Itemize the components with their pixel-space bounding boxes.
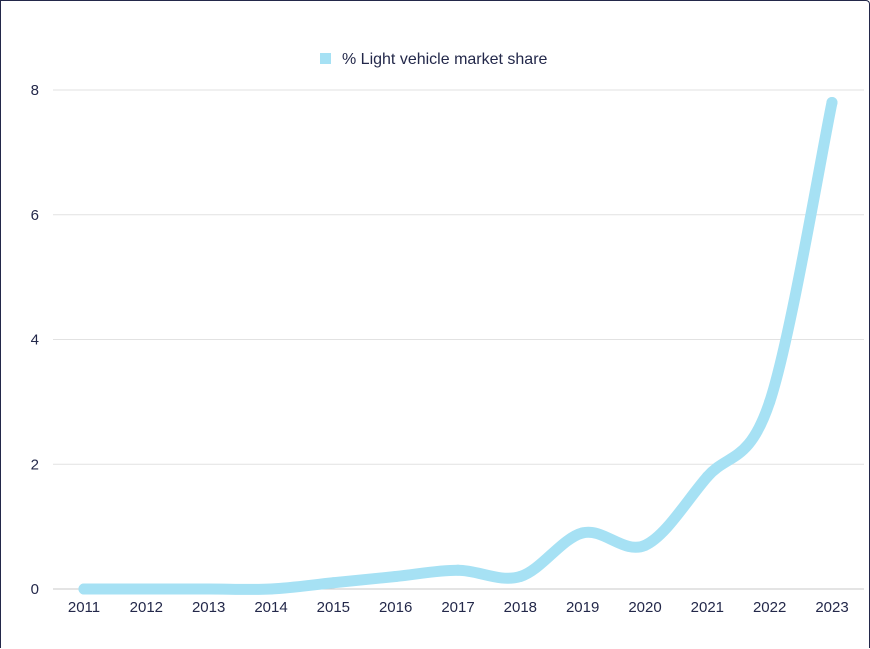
data-point-2022 <box>764 396 776 408</box>
series-layer <box>78 96 838 595</box>
x-tick-label-2013: 2013 <box>192 599 225 616</box>
legend: % Light vehicle market share <box>320 51 548 68</box>
x-tick-label-2011: 2011 <box>68 599 100 616</box>
x-tick-label-2022: 2022 <box>753 599 786 616</box>
y-tick-label-4: 4 <box>31 332 39 349</box>
y-tick-label-8: 8 <box>31 82 39 99</box>
series-line <box>78 96 838 595</box>
data-point-2020 <box>639 539 651 551</box>
y-axis: 0 2 4 6 8 <box>31 82 39 598</box>
x-tick-label-2021: 2021 <box>691 599 724 616</box>
legend-label: % Light vehicle market share <box>342 51 548 68</box>
data-point-2021 <box>701 471 713 483</box>
y-tick-label-2: 2 <box>31 456 39 473</box>
data-point-2018 <box>514 571 526 583</box>
data-point-2015 <box>327 577 339 589</box>
x-axis: 2011 2012 2013 2014 2015 2016 2017 2018 2019 2020… <box>68 599 849 616</box>
x-tick-label-2017: 2017 <box>441 599 474 616</box>
x-tick-label-2016: 2016 <box>379 599 412 616</box>
data-point-2023 <box>826 96 838 108</box>
x-tick-label-2023: 2023 <box>815 599 848 616</box>
x-tick-label-2012: 2012 <box>130 599 163 616</box>
data-point-2013 <box>203 583 215 595</box>
x-tick-label-2020: 2020 <box>628 599 661 616</box>
data-point-2017 <box>452 564 464 576</box>
y-tick-label-6: 6 <box>31 207 39 224</box>
data-point-2014 <box>265 583 277 595</box>
x-tick-label-2015: 2015 <box>317 599 350 616</box>
data-point-2011 <box>78 583 90 595</box>
x-tick-label-2019: 2019 <box>566 599 599 616</box>
x-tick-label-2018: 2018 <box>504 599 537 616</box>
y-tick-label-0: 0 <box>31 581 39 598</box>
data-point-2012 <box>140 583 152 595</box>
data-point-2019 <box>577 527 589 539</box>
grid <box>53 89 864 590</box>
legend-swatch <box>320 53 331 64</box>
data-point-2016 <box>390 571 402 583</box>
x-tick-label-2014: 2014 <box>254 599 287 616</box>
